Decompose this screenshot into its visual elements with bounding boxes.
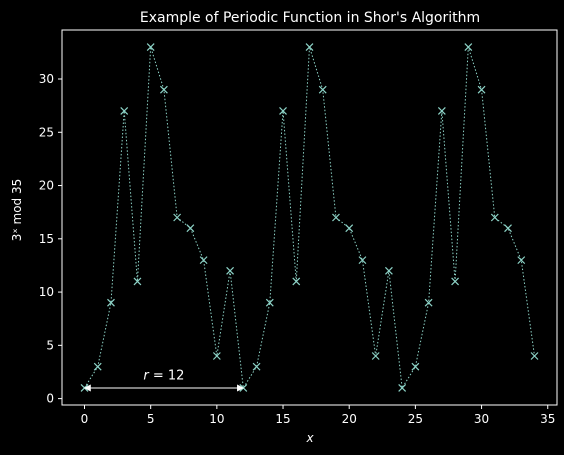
x-axis-label: x [305,431,314,445]
data-point-marker [212,352,221,360]
data-point-marker [411,362,420,371]
y-tick-label: 5 [46,338,54,352]
data-point-marker [398,384,407,392]
plot-area: 0 5 10 15 20 25 30 35 0 5 10 15 20 25 30 r = 12 [39,29,558,426]
period-annotation-var: r [143,368,150,383]
data-point-marker [517,256,526,265]
data-point-marker [504,224,512,233]
period-annotation: r = 12 [143,368,184,383]
data-point-marker [146,43,155,51]
data-point-marker [186,224,195,233]
data-point-marker [292,277,301,286]
data-point-marker [332,213,340,222]
data-point-marker [451,277,460,286]
data-point-marker [265,298,274,307]
y-axis-label: 3ˣ mod 35 [10,179,24,242]
y-tick-label: 30 [39,72,54,86]
y-tick-label: 25 [39,125,54,139]
data-point-marker [345,224,354,233]
x-tick-label: 0 [81,412,89,426]
x-tick-label: 25 [408,412,423,426]
y-tick-label: 0 [46,392,54,406]
data-point-marker [424,298,433,307]
data-point-marker [358,256,367,265]
data-point-marker [252,362,261,371]
x-tick-label: 35 [540,412,555,426]
data-point-marker [159,85,168,94]
data-point-marker [384,266,393,275]
x-tick-label: 10 [209,412,224,426]
y-tick-label: 10 [39,285,54,299]
data-point-marker [530,352,539,360]
data-point-marker [464,43,473,51]
data-point-marker [318,85,327,94]
data-point-marker [120,107,129,115]
data-point-marker [133,277,142,286]
data-point-marker [490,213,499,222]
data-point-marker [107,298,115,307]
x-tick-label: 30 [474,412,489,426]
data-point-marker [305,43,314,51]
y-tick-label: 20 [39,179,54,193]
x-tick-label: 20 [342,412,357,426]
data-point-marker [279,107,287,115]
data-point-marker [226,266,235,275]
series-line [84,46,535,390]
x-tick-label: 5 [147,412,155,426]
data-point-marker [173,213,182,222]
data-point-marker [93,362,102,371]
axes-frame [61,29,558,406]
period-annotation-value: = 12 [149,368,185,383]
data-point-marker [477,85,486,94]
x-tick-label: 15 [275,412,290,426]
data-point-marker [199,256,208,265]
data-point-marker [437,107,446,115]
data-point-marker [371,352,380,360]
chart-title: Example of Periodic Function in Shor's A… [140,10,480,26]
y-tick-label: 15 [39,232,54,246]
